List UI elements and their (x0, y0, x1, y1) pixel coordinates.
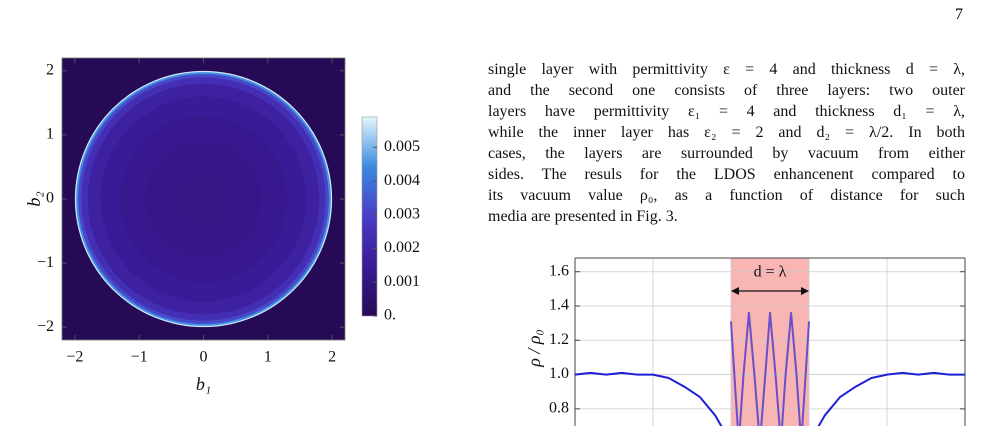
text-line: cases, the layers are surrounded by vacu… (488, 145, 965, 162)
y-tick-label: −1 (37, 254, 54, 271)
colorbar-tick-label: 0.002 (384, 239, 420, 256)
text-line: and the second one consists of three lay… (488, 82, 965, 99)
y-tick-label: 1.6 (549, 262, 569, 279)
y-tick-label: 2 (46, 61, 54, 78)
y-tick-label: 1.4 (549, 297, 569, 314)
x-tick-label: 1 (264, 349, 272, 366)
colorbar-tick-label: 0.005 (384, 138, 420, 155)
y-axis-label: b₂ (24, 191, 44, 206)
x-axis-label: b₁ (196, 374, 211, 394)
series-group (575, 311, 965, 426)
text-line: single layer with permittivity ε = 4 and… (488, 61, 965, 78)
text-line: while the inner layer has ε₂ = 2 and d₂ … (488, 124, 965, 141)
annotation: d = λ (754, 264, 787, 281)
text-line: its vacuum value ρ₀, as a function of di… (488, 187, 965, 204)
density-ring (177, 173, 230, 225)
y-tick-label: 1 (46, 126, 54, 143)
colorbar-tick-label: 0.001 (384, 273, 420, 290)
y-tick-label: 1.0 (549, 365, 569, 382)
x-tick-label: 2 (328, 349, 336, 366)
y-tick-label: 1.2 (549, 331, 569, 348)
series-line (575, 371, 965, 426)
x-tick-label: 0 (200, 349, 208, 366)
colorbar-tick-label: 0. (384, 307, 396, 324)
text-line: sides. The resuls for the LDOS enhancene… (488, 166, 965, 183)
page-number: 7 (955, 6, 963, 23)
y-tick-label: 0 (46, 190, 54, 207)
x-tick-label: −2 (66, 349, 83, 366)
y-axis-label: ρ / ρ₀ (524, 329, 544, 368)
text-line: media are presented in Fig. 3. (488, 208, 678, 225)
series-line (730, 311, 810, 426)
density-disk (74, 70, 333, 328)
y-tick-label: −2 (37, 318, 54, 335)
arrow-head (731, 287, 809, 295)
x-tick-label: −1 (131, 349, 148, 366)
slab-band (731, 258, 809, 426)
colorbar (361, 116, 378, 317)
colorbar-tick-label: 0.004 (384, 172, 420, 189)
text-line: layers have permittivity ε₁ = 4 and thic… (488, 103, 965, 120)
y-tick-label: 0.8 (549, 400, 569, 417)
colorbar-tick-label: 0.003 (384, 205, 420, 222)
